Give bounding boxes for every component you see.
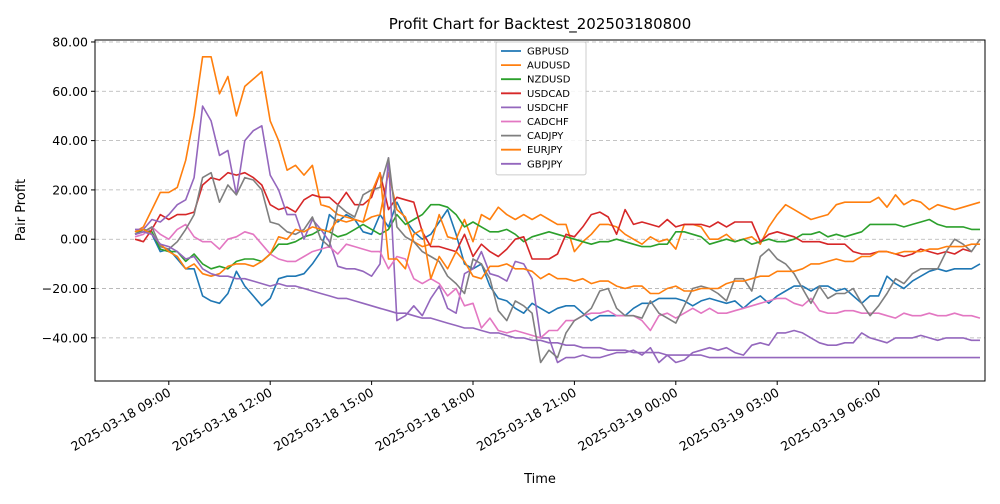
legend-entry: USDCAD (527, 89, 570, 100)
x-axis-label: Time (523, 472, 556, 487)
y-ticks: −40.00 −20.00 0.00 20.00 40.00 60.00 80.00 (42, 34, 95, 345)
legend-entry: CADJPY (527, 131, 564, 142)
series-line-gbpjpy (134, 231, 980, 359)
legend-entry: AUDUSD (527, 61, 571, 72)
y-tick-label: 0.00 (60, 232, 88, 247)
y-tick-label: 20.00 (52, 182, 88, 197)
series-line-usdcad (134, 171, 972, 260)
legend-box (495, 41, 587, 176)
series-line-eurjpy (134, 171, 980, 295)
legend-entry: GBPJPY (527, 159, 563, 170)
y-tick-label: −20.00 (42, 281, 88, 296)
chart-title: Profit Chart for Backtest_202503180800 (389, 15, 692, 34)
series-line-cadchf (134, 223, 981, 339)
y-tick-label: −40.00 (42, 330, 88, 345)
y-tick-label: 80.00 (52, 34, 88, 49)
y-tick-label: 60.00 (52, 84, 88, 99)
legend: GBPUSD AUDUSD NZDUSD USDCAD USDCHF CADCHF CADJ… (495, 41, 587, 176)
legend-entry: NZDUSD (527, 75, 571, 86)
plot-frame (94, 39, 986, 382)
series-lines (134, 55, 981, 364)
series-line-audusd (134, 55, 981, 253)
series-line-usdchf (135, 105, 980, 364)
legend-entry: GBPUSD (527, 47, 569, 58)
series-line-nzdusd (134, 203, 980, 270)
legend-entry: USDCHF (527, 103, 569, 114)
legend-entry: CADCHF (527, 117, 569, 128)
series-line-cadjpy (134, 157, 981, 364)
y-axis-label: Pair Profit (14, 179, 29, 241)
y-tick-label: 40.00 (52, 133, 88, 148)
legend-entry: EURJPY (527, 145, 563, 156)
